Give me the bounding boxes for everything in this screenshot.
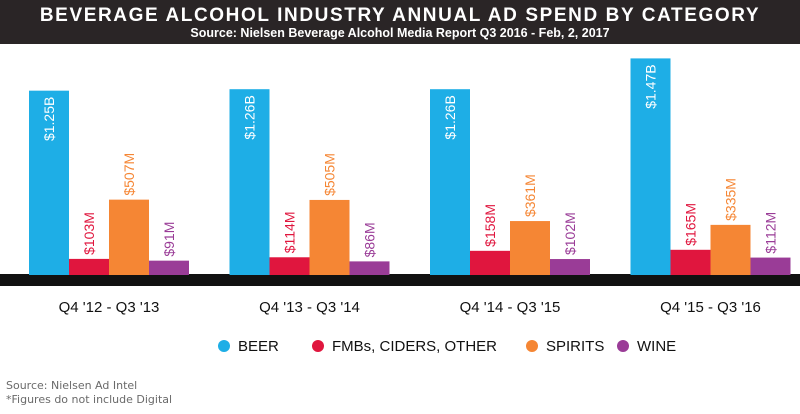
legend-swatch-spirits <box>526 340 538 352</box>
value-label-fmbs-ciders-other-1: $103M <box>81 212 97 255</box>
chart-title: BEVERAGE ALCOHOL INDUSTRY ANNUAL AD SPEN… <box>39 5 761 26</box>
legend-swatch-wine <box>617 340 629 352</box>
category-label-2: Q4 '13 - Q3 '14 <box>259 299 360 316</box>
bar-beer-3 <box>430 89 470 275</box>
bar-wine-2 <box>349 261 390 275</box>
value-label-spirits-3: $361M <box>522 174 538 217</box>
value-label-wine-3: $102M <box>562 212 578 255</box>
bar-beer-4 <box>630 58 671 276</box>
bar-wine-4 <box>750 257 791 275</box>
value-label-wine-2: $86M <box>362 222 378 257</box>
bar-wine-3 <box>550 259 590 275</box>
chart-subtitle: Source: Nielsen Beverage Alcohol Media R… <box>190 26 610 40</box>
category-label-3: Q4 '14 - Q3 '15 <box>460 299 561 316</box>
legend-swatch-fmbs-ciders-other <box>312 340 324 352</box>
value-label-fmbs-ciders-other-3: $158M <box>482 204 498 247</box>
bar-spirits-1 <box>109 199 149 275</box>
bar-fmbs-ciders-other-4 <box>670 249 711 275</box>
legend-label-wine: WINE <box>637 338 676 355</box>
value-label-beer-3: $1.26B <box>442 95 458 139</box>
value-label-fmbs-ciders-other-4: $165M <box>683 203 699 246</box>
bar-spirits-4 <box>710 224 751 275</box>
legend-label-beer: BEER <box>238 338 279 355</box>
value-label-beer-1: $1.25B <box>41 97 57 141</box>
legend-label-fmbs-ciders-other: FMBs, CIDERS, OTHER <box>332 338 497 355</box>
bar-spirits-2 <box>309 199 350 275</box>
value-label-beer-4: $1.47B <box>643 64 659 108</box>
value-label-beer-2: $1.26B <box>242 95 258 139</box>
value-label-wine-4: $112M <box>763 212 779 254</box>
chart-header: BEVERAGE ALCOHOL INDUSTRY ANNUAL AD SPEN… <box>0 0 800 44</box>
legend-swatch-beer <box>218 340 230 352</box>
x-axis-band <box>0 274 800 286</box>
source-note: Source: Nielsen Ad Intel <box>6 379 138 392</box>
bar-fmbs-ciders-other-3 <box>470 250 510 275</box>
bar-chart: $1.25B $103M $507M $91M Q4 '12 - Q3 '13 $1.26… <box>0 58 800 355</box>
category-label-4: Q4 '15 - Q3 '16 <box>660 299 761 316</box>
digital-note: *Figures do not include Digital <box>6 393 173 406</box>
value-label-spirits-4: $335M <box>723 178 739 221</box>
bar-beer-1 <box>29 90 69 275</box>
category-label-1: Q4 '12 - Q3 '13 <box>59 299 160 316</box>
value-label-spirits-1: $507M <box>121 153 137 196</box>
value-label-spirits-2: $505M <box>322 153 338 196</box>
bar-spirits-3 <box>510 221 550 275</box>
bar-beer-2 <box>229 89 270 275</box>
value-label-fmbs-ciders-other-2: $114M <box>282 211 298 253</box>
value-label-wine-1: $91M <box>161 222 177 257</box>
bar-fmbs-ciders-other-2 <box>269 257 310 275</box>
legend-label-spirits: SPIRITS <box>546 338 604 355</box>
bar-fmbs-ciders-other-1 <box>69 258 109 275</box>
bar-wine-1 <box>149 260 189 275</box>
